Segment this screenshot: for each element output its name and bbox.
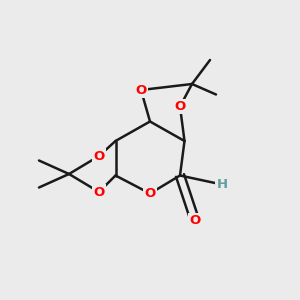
Text: O: O	[144, 187, 156, 200]
Text: H: H	[216, 178, 228, 191]
Text: O: O	[93, 185, 105, 199]
Text: O: O	[189, 214, 201, 227]
Text: O: O	[174, 100, 186, 113]
Text: O: O	[135, 83, 147, 97]
Text: O: O	[93, 149, 105, 163]
